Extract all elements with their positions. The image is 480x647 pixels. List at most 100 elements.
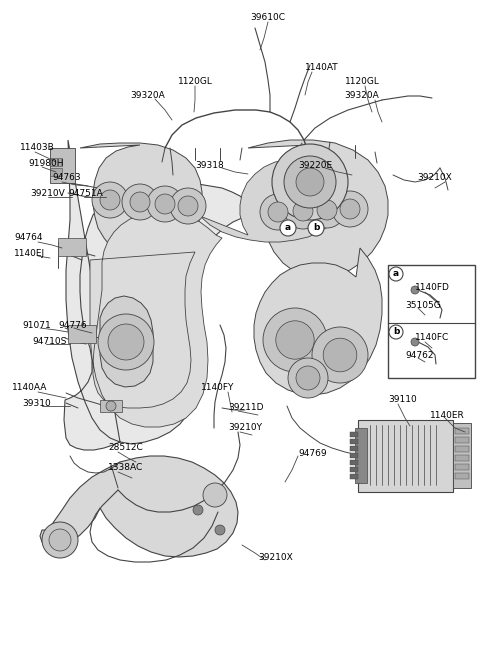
Polygon shape: [64, 140, 250, 450]
Polygon shape: [100, 296, 153, 387]
Circle shape: [98, 314, 154, 370]
Bar: [68, 325, 96, 343]
Text: 39318: 39318: [196, 160, 224, 170]
Bar: [455, 464, 469, 470]
Text: 39210V: 39210V: [30, 188, 65, 197]
Bar: [350, 432, 358, 437]
Circle shape: [215, 525, 225, 535]
Text: 1338AC: 1338AC: [108, 463, 143, 472]
Circle shape: [203, 483, 227, 507]
Text: 39210X: 39210X: [418, 173, 452, 182]
Text: 39320A: 39320A: [345, 91, 379, 100]
Circle shape: [147, 186, 183, 222]
Bar: [453, 423, 471, 488]
Circle shape: [309, 192, 345, 228]
Circle shape: [268, 202, 288, 222]
Circle shape: [308, 220, 324, 236]
Circle shape: [263, 308, 327, 372]
Circle shape: [296, 366, 320, 390]
Circle shape: [285, 193, 321, 229]
Circle shape: [276, 321, 314, 359]
Text: 1140FC: 1140FC: [415, 333, 449, 342]
Bar: [455, 428, 469, 434]
Circle shape: [100, 190, 120, 210]
Text: 39110: 39110: [388, 395, 417, 404]
Text: 39211D: 39211D: [228, 404, 264, 413]
Text: 94710S: 94710S: [32, 338, 66, 347]
Circle shape: [155, 194, 175, 214]
Circle shape: [284, 156, 336, 208]
Text: 39220E: 39220E: [298, 160, 332, 170]
Circle shape: [340, 199, 360, 219]
Text: 91071: 91071: [22, 320, 51, 329]
Text: 39320A: 39320A: [131, 91, 166, 100]
Circle shape: [170, 188, 206, 224]
Circle shape: [323, 338, 357, 372]
Circle shape: [193, 505, 203, 515]
Bar: [388, 265, 475, 378]
Text: 94762: 94762: [405, 351, 433, 360]
Circle shape: [389, 267, 403, 281]
Circle shape: [332, 191, 368, 227]
Circle shape: [122, 184, 158, 220]
Circle shape: [288, 358, 328, 398]
Bar: [455, 437, 469, 443]
Polygon shape: [200, 160, 342, 242]
Circle shape: [411, 286, 419, 294]
Text: 1120GL: 1120GL: [345, 78, 379, 87]
Text: 94763: 94763: [52, 173, 81, 182]
Text: 94776: 94776: [58, 320, 86, 329]
Polygon shape: [90, 212, 222, 427]
Bar: [350, 474, 358, 479]
Text: 1140EJ: 1140EJ: [14, 248, 45, 258]
Polygon shape: [248, 140, 388, 278]
Bar: [355, 428, 367, 483]
Text: 39610C: 39610C: [251, 14, 286, 23]
Bar: [350, 446, 358, 451]
Text: 94751A: 94751A: [68, 188, 103, 197]
Bar: [350, 460, 358, 465]
Bar: [455, 455, 469, 461]
Bar: [58, 238, 86, 256]
Circle shape: [411, 338, 419, 346]
Circle shape: [108, 324, 144, 360]
Text: 39310: 39310: [22, 399, 51, 408]
Text: 94769: 94769: [298, 448, 326, 457]
Polygon shape: [80, 143, 202, 260]
Bar: [50, 148, 75, 183]
Bar: [50, 158, 62, 166]
Text: 39210X: 39210X: [258, 553, 293, 562]
Circle shape: [49, 529, 71, 551]
Text: 94764: 94764: [14, 234, 43, 243]
Circle shape: [312, 327, 368, 383]
Circle shape: [296, 168, 324, 196]
Text: 39210Y: 39210Y: [228, 424, 262, 432]
Text: b: b: [393, 327, 399, 336]
Text: a: a: [393, 270, 399, 278]
Text: 1140FD: 1140FD: [415, 283, 450, 292]
Text: 1140ER: 1140ER: [430, 410, 465, 419]
Circle shape: [293, 201, 313, 221]
Circle shape: [272, 144, 348, 220]
Text: 28512C: 28512C: [108, 443, 143, 452]
Text: 91980H: 91980H: [28, 159, 63, 168]
Text: 1120GL: 1120GL: [178, 78, 213, 87]
Text: a: a: [285, 223, 291, 232]
Circle shape: [260, 194, 296, 230]
Circle shape: [92, 182, 128, 218]
Bar: [350, 453, 358, 458]
Bar: [455, 473, 469, 479]
Circle shape: [130, 192, 150, 212]
Text: 1140FY: 1140FY: [201, 384, 235, 393]
Circle shape: [106, 401, 116, 411]
Circle shape: [317, 200, 337, 220]
Bar: [350, 439, 358, 444]
Text: 35105G: 35105G: [405, 300, 441, 309]
Polygon shape: [254, 248, 382, 395]
Text: 1140AA: 1140AA: [12, 384, 48, 393]
Text: 11403B: 11403B: [20, 144, 55, 153]
Circle shape: [389, 325, 403, 339]
Text: b: b: [313, 223, 319, 232]
Bar: [358, 420, 453, 492]
Circle shape: [42, 522, 78, 558]
